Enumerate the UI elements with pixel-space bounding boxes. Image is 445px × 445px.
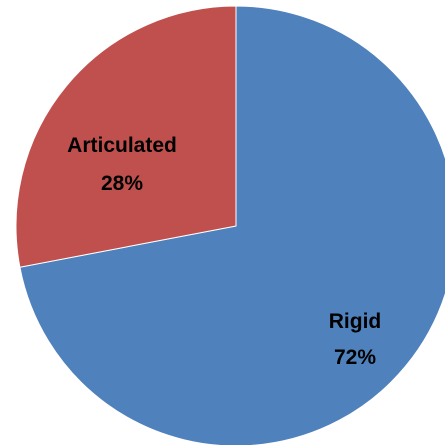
pie-slices <box>15 5 445 445</box>
pie-slice-rigid <box>19 5 445 445</box>
slice-label-rigid-percent: 72% <box>334 346 376 369</box>
slice-label-rigid-name: Rigid <box>329 310 382 333</box>
pie-slice-articulated <box>15 5 237 268</box>
slice-labels: Rigid 72% Articulated 28% <box>67 134 381 369</box>
slice-label-articulated-name: Articulated <box>67 134 177 157</box>
slice-label-articulated-percent: 28% <box>101 172 143 195</box>
